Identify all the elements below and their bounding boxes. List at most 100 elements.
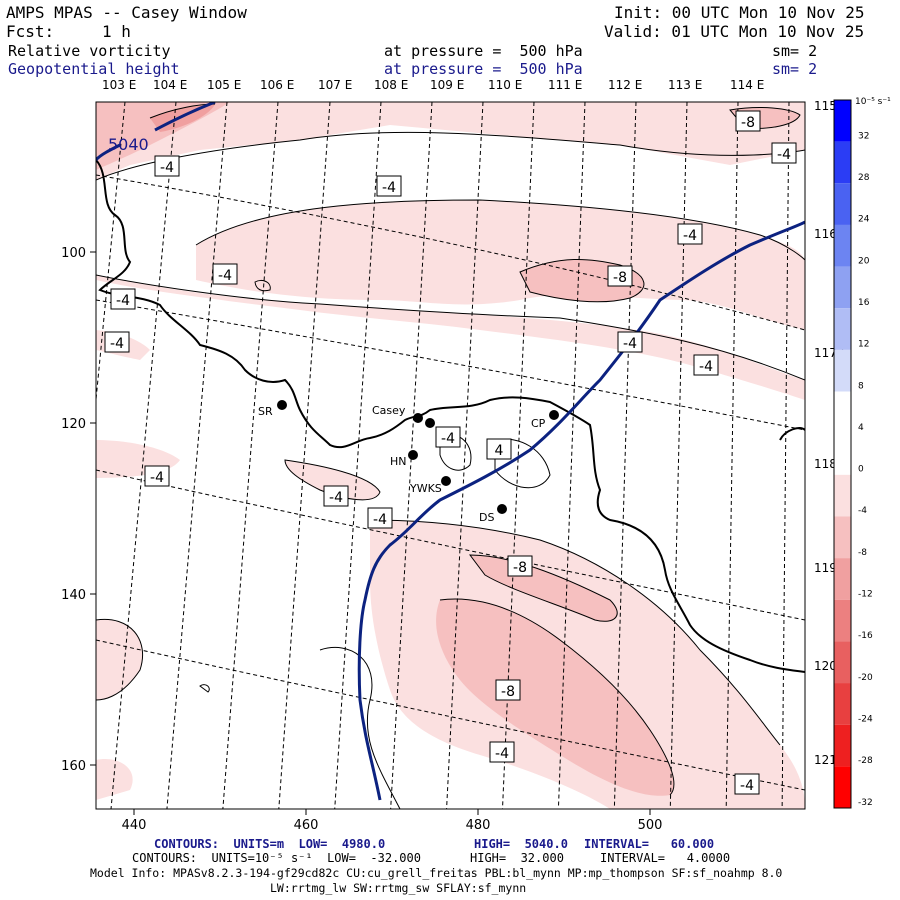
top-lon-5: 108 E xyxy=(374,78,408,92)
top-lon-4: 107 E xyxy=(318,78,352,92)
vorticity-shading xyxy=(96,102,805,809)
plot-title: AMPS MPAS -- Casey Window xyxy=(6,3,247,22)
footer-height-interval: INTERVAL= 60.000 xyxy=(584,837,714,851)
colorbar-label-0: 32 xyxy=(858,131,869,141)
x-tick-480: 480 xyxy=(466,818,491,833)
forecast-value: 1 h xyxy=(102,22,131,41)
colorbar-label-1: 28 xyxy=(858,173,870,183)
y-axis-labels: 100 120 140 160 xyxy=(61,246,86,774)
field1-level: at pressure = 500 hPa xyxy=(384,42,583,60)
colorbar-label-3: 20 xyxy=(858,256,870,266)
colorbar-swatch-0 xyxy=(834,100,851,142)
colorbar-swatch-13 xyxy=(834,641,851,684)
colorbar-label-14: -24 xyxy=(858,714,873,724)
station-label-ds: DS xyxy=(479,511,494,524)
init-time: Init: 00 UTC Mon 10 Nov 25 xyxy=(614,3,865,22)
colorbar-label-6: 8 xyxy=(858,381,864,391)
station-label-hn: HN xyxy=(390,455,407,468)
contour-label-7: -8 xyxy=(613,270,627,286)
station-marker-sr xyxy=(277,400,287,410)
y-tick-100: 100 xyxy=(61,246,86,261)
station-marker-cp xyxy=(549,410,559,420)
contour-label-5: -4 xyxy=(218,268,232,284)
colorbar-label-9: -4 xyxy=(858,506,867,516)
station-marker-ds xyxy=(497,504,507,514)
station-marker-casey xyxy=(413,413,423,423)
colorbar-swatch-14 xyxy=(834,683,851,725)
top-lon-6: 109 E xyxy=(430,78,464,92)
colorbar-label-4: 16 xyxy=(858,298,870,308)
stations: SR Casey HN CP YWKS DS xyxy=(258,400,559,524)
contour-label-4: -4 xyxy=(683,228,697,244)
contour-label-12: 4 xyxy=(495,443,504,459)
top-lon-11: 114 E xyxy=(730,78,764,92)
contour-label-10: -4 xyxy=(699,359,713,375)
colorbar-swatch-9 xyxy=(834,474,851,517)
x-tick-500: 500 xyxy=(638,818,663,833)
contour-label-9: -4 xyxy=(623,336,637,352)
field1-name: Relative vorticity xyxy=(8,42,171,60)
y-tick-160: 160 xyxy=(61,759,86,774)
footer-line1-a: CONTOURS: UNITS=m LOW= 4980.0 xyxy=(154,837,386,851)
footer-radiation-info: LW:rrtmg_lw SW:rrtmg_sw SFLAY:sf_mynn xyxy=(270,881,527,895)
footer-model-info: Model Info: MPASv8.2.3-194-gf29cd82c CU:… xyxy=(90,866,783,880)
footer-line1-b: HIGH= 5040.0 xyxy=(474,837,568,851)
contour-label-19: -4 xyxy=(740,778,754,794)
contour-label-18: -4 xyxy=(495,746,509,762)
top-lon-2: 105 E xyxy=(207,78,241,92)
colorbar-swatch-12 xyxy=(834,599,851,642)
y-tick-120: 120 xyxy=(61,417,86,432)
top-lon-9: 112 E xyxy=(608,78,642,92)
contour-labels: -8 -4 -4 -4 -4 -4 -4 -8 -4 -4 -4 -4 4 -4… xyxy=(104,110,797,795)
footer-vorticity-high: HIGH= 32.000 xyxy=(470,851,564,865)
colorbar-label-2: 24 xyxy=(858,215,870,225)
field2-name: Geopotential height xyxy=(8,60,180,78)
axis-ticks xyxy=(90,251,651,815)
colorbar-swatch-16 xyxy=(834,766,851,808)
geopotential-height-contours xyxy=(96,102,805,801)
colorbar-label-11: -12 xyxy=(858,590,873,600)
colorbar-swatch-6 xyxy=(834,349,851,392)
top-lon-7: 110 E xyxy=(488,78,522,92)
colorbar-swatch-3 xyxy=(834,224,851,267)
colorbar-label-10: -8 xyxy=(858,548,867,558)
station-marker-hn xyxy=(408,450,418,460)
valid-time: Valid: 01 UTC Mon 10 Nov 25 xyxy=(604,22,865,41)
footer-vorticity-interval: INTERVAL= 4.0000 xyxy=(600,851,731,865)
top-lon-10: 113 E xyxy=(668,78,702,92)
x-tick-440: 440 xyxy=(122,818,147,833)
forecast-label: Fcst: xyxy=(6,22,55,41)
station-label-cp: CP xyxy=(531,417,546,430)
contour-label-2: -4 xyxy=(160,160,174,176)
field2-smoothing: sm= 2 xyxy=(772,60,818,78)
colorbar-label-13: -20 xyxy=(858,673,873,683)
colorbar: 32 28 24 20 16 12 8 4 0 -4 -8 -12 -16 -20 -24 -28 -32 xyxy=(833,99,873,809)
footer-vorticity-contours: CONTOURS: UNITS=10⁻⁵ s⁻¹ LOW= -32.000 xyxy=(132,851,421,865)
contour-label-6: -4 xyxy=(116,293,130,309)
map-frame xyxy=(95,101,806,810)
colorbar-label-7: 4 xyxy=(858,423,864,433)
x-axis-labels: 440 460 480 500 xyxy=(122,818,663,833)
colorbar-swatch-8 xyxy=(834,433,851,475)
top-longitude-labels: 103 E 104 E 105 E 106 E 107 E 108 E 109 … xyxy=(102,78,764,92)
y-tick-140: 140 xyxy=(61,588,86,603)
colorbar-unit: 10⁻⁵ s⁻¹ xyxy=(855,97,891,107)
footer-height-high: HIGH= 5040.0 xyxy=(474,837,568,851)
colorbar-swatch-1 xyxy=(834,141,851,184)
graticule xyxy=(96,102,805,809)
contour-label-0: -8 xyxy=(741,115,755,131)
colorbar-label-12: -16 xyxy=(858,631,873,641)
x-tick-460: 460 xyxy=(294,818,319,833)
footer-line1-c: INTERVAL= 60.000 xyxy=(584,837,715,851)
colorbar-swatch-15 xyxy=(834,724,851,767)
field1-smoothing: sm= 2 xyxy=(772,42,818,60)
colorbar-label-5: 12 xyxy=(858,340,869,350)
colorbar-swatch-7 xyxy=(834,391,851,434)
top-lon-3: 106 E xyxy=(260,78,294,92)
top-lon-8: 111 E xyxy=(548,78,582,92)
contour-label-14: -4 xyxy=(329,490,343,506)
top-lon-1: 104 E xyxy=(153,78,187,92)
colorbar-swatch-10 xyxy=(834,516,851,559)
top-lon-0: 103 E xyxy=(102,78,136,92)
colorbar-swatch-4 xyxy=(834,266,851,309)
